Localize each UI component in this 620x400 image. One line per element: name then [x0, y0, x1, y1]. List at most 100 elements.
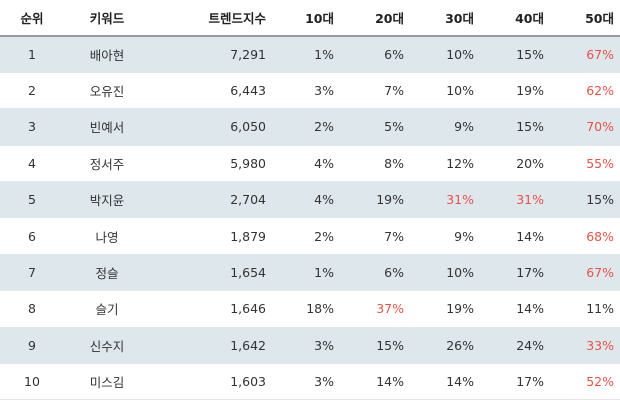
header-age-10s: 10대	[270, 0, 340, 37]
header-age-50s: 50대	[550, 0, 620, 37]
cell-age-20s: 15%	[340, 327, 410, 365]
cell-age-20s: 8%	[340, 145, 410, 183]
cell-age-50s: 55%	[550, 145, 620, 183]
cell-trend-index: 6,050	[150, 108, 270, 146]
cell-age-30s: 10%	[410, 72, 480, 110]
cell-age-40s: 14%	[480, 290, 550, 328]
cell-age-50s: 15%	[550, 181, 620, 219]
table-row: 1 배아현 7,291 1% 6% 10% 15% 67%	[0, 36, 620, 73]
table-row: 9 신수지 1,642 3% 15% 26% 24% 33%	[0, 327, 620, 365]
cell-age-30s: 14%	[410, 363, 480, 400]
cell-age-10s: 2%	[270, 217, 340, 255]
cell-age-40s: 19%	[480, 72, 550, 110]
cell-trend-index: 1,603	[150, 363, 270, 400]
cell-age-50s: 62%	[550, 72, 620, 110]
cell-keyword: 신수지	[64, 327, 150, 365]
cell-keyword: 정슬	[64, 254, 150, 292]
cell-trend-index: 1,879	[150, 217, 270, 255]
cell-age-40s: 17%	[480, 363, 550, 400]
cell-keyword: 박지윤	[64, 181, 150, 219]
cell-age-30s: 26%	[410, 327, 480, 365]
cell-age-20s: 37%	[340, 290, 410, 328]
cell-keyword: 미스김	[64, 363, 150, 400]
cell-age-40s: 15%	[480, 36, 550, 73]
cell-age-30s: 10%	[410, 254, 480, 292]
cell-age-50s: 33%	[550, 327, 620, 365]
cell-trend-index: 2,704	[150, 181, 270, 219]
cell-age-10s: 3%	[270, 327, 340, 365]
header-age-20s: 20대	[340, 0, 410, 37]
cell-age-20s: 7%	[340, 72, 410, 110]
header-keyword: 키워드	[64, 0, 150, 37]
cell-age-20s: 5%	[340, 108, 410, 146]
header-age-30s: 30대	[410, 0, 480, 37]
table-row: 6 나영 1,879 2% 7% 9% 14% 68%	[0, 217, 620, 255]
cell-age-20s: 7%	[340, 217, 410, 255]
cell-age-40s: 15%	[480, 108, 550, 146]
cell-trend-index: 6,443	[150, 72, 270, 110]
cell-rank: 5	[0, 181, 64, 219]
table-row: 2 오유진 6,443 3% 7% 10% 19% 62%	[0, 72, 620, 110]
cell-age-50s: 67%	[550, 36, 620, 73]
cell-age-50s: 67%	[550, 254, 620, 292]
header-age-40s: 40대	[480, 0, 550, 37]
cell-age-20s: 6%	[340, 36, 410, 73]
table-row: 8 슬기 1,646 18% 37% 19% 14% 11%	[0, 290, 620, 328]
cell-age-30s: 9%	[410, 108, 480, 146]
cell-rank: 2	[0, 72, 64, 110]
cell-keyword: 정서주	[64, 145, 150, 183]
cell-age-20s: 6%	[340, 254, 410, 292]
cell-age-30s: 19%	[410, 290, 480, 328]
table-header-row: 순위 키워드 트렌드지수 10대 20대 30대 40대 50대	[0, 0, 620, 37]
cell-keyword: 오유진	[64, 72, 150, 110]
cell-age-40s: 24%	[480, 327, 550, 365]
cell-age-10s: 18%	[270, 290, 340, 328]
cell-age-40s: 20%	[480, 145, 550, 183]
table-row: 7 정슬 1,654 1% 6% 10% 17% 67%	[0, 254, 620, 292]
header-rank: 순위	[0, 0, 64, 37]
cell-age-10s: 4%	[270, 145, 340, 183]
table-row: 10 미스김 1,603 3% 14% 14% 17% 52%	[0, 363, 620, 400]
cell-age-30s: 10%	[410, 36, 480, 73]
cell-keyword: 슬기	[64, 290, 150, 328]
table-row: 4 정서주 5,980 4% 8% 12% 20% 55%	[0, 145, 620, 183]
cell-age-20s: 19%	[340, 181, 410, 219]
cell-rank: 1	[0, 36, 64, 73]
cell-rank: 3	[0, 108, 64, 146]
cell-age-10s: 1%	[270, 254, 340, 292]
cell-age-40s: 31%	[480, 181, 550, 219]
cell-age-30s: 12%	[410, 145, 480, 183]
cell-age-10s: 1%	[270, 36, 340, 73]
cell-rank: 4	[0, 145, 64, 183]
cell-trend-index: 7,291	[150, 36, 270, 73]
table-row: 3 빈예서 6,050 2% 5% 9% 15% 70%	[0, 108, 620, 146]
table-body: 1 배아현 7,291 1% 6% 10% 15% 67% 2 오유진 6,443 3% 7% 10% 19…	[0, 36, 620, 400]
cell-age-10s: 2%	[270, 108, 340, 146]
cell-age-10s: 4%	[270, 181, 340, 219]
cell-age-40s: 17%	[480, 254, 550, 292]
table-row: 5 박지윤 2,704 4% 19% 31% 31% 15%	[0, 181, 620, 219]
cell-trend-index: 1,654	[150, 254, 270, 292]
cell-rank: 8	[0, 290, 64, 328]
cell-keyword: 빈예서	[64, 108, 150, 146]
cell-rank: 9	[0, 327, 64, 365]
cell-age-50s: 68%	[550, 217, 620, 255]
cell-age-30s: 31%	[410, 181, 480, 219]
header-trend-index: 트렌드지수	[150, 0, 270, 37]
cell-trend-index: 1,646	[150, 290, 270, 328]
cell-age-50s: 52%	[550, 363, 620, 400]
cell-age-10s: 3%	[270, 363, 340, 400]
cell-keyword: 나영	[64, 217, 150, 255]
cell-rank: 6	[0, 217, 64, 255]
cell-age-30s: 9%	[410, 217, 480, 255]
cell-keyword: 배아현	[64, 36, 150, 73]
cell-age-40s: 14%	[480, 217, 550, 255]
cell-rank: 10	[0, 363, 64, 400]
cell-age-10s: 3%	[270, 72, 340, 110]
cell-rank: 7	[0, 254, 64, 292]
cell-age-20s: 14%	[340, 363, 410, 400]
cell-age-50s: 70%	[550, 108, 620, 146]
cell-age-50s: 11%	[550, 290, 620, 328]
cell-trend-index: 5,980	[150, 145, 270, 183]
